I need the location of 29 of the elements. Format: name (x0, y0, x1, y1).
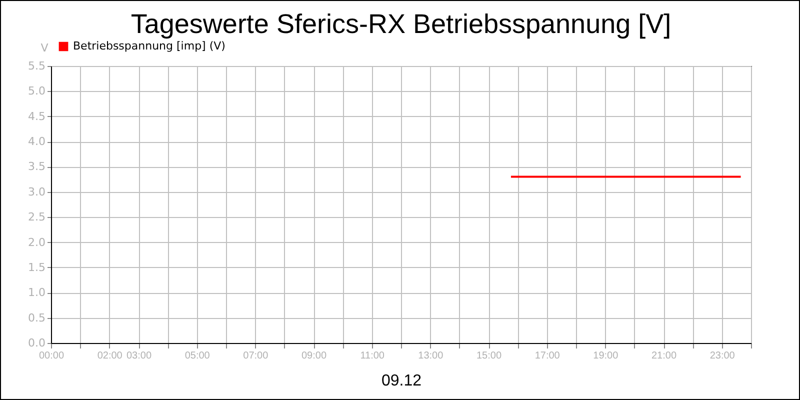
x-tick-label: 19:00 (593, 350, 619, 362)
x-tick-label: 15:00 (476, 350, 502, 362)
x-tick-label: 00:00 (38, 350, 64, 362)
y-tick-label: 4.5 (28, 110, 46, 123)
y-tick-label: 5.5 (28, 60, 46, 72)
y-axis-title: V (40, 42, 49, 54)
x-tick-label: 05:00 (184, 350, 210, 362)
x-tick-label: 13:00 (418, 350, 444, 362)
x-tick-label: 21:00 (651, 350, 677, 362)
x-tick-label: 07:00 (243, 350, 269, 362)
x-tick-label: 11:00 (360, 350, 385, 362)
y-tick-label: 5.0 (28, 84, 46, 98)
x-tick-label: 02:00 (97, 350, 123, 362)
y-tick-label: 3.0 (28, 185, 46, 198)
x-tick-label: 23:00 (710, 350, 736, 362)
y-tick-label: 1.5 (28, 260, 46, 274)
x-axis-title: 09.12 (381, 372, 422, 390)
legend-label: Betriebsspannung [imp] (V) (73, 40, 226, 52)
x-tick-label: 17:00 (534, 350, 560, 362)
y-tick-label: 0.5 (28, 311, 46, 324)
y-tick-label: 2.5 (28, 210, 46, 224)
y-tick-label: 3.5 (28, 160, 46, 174)
chart-title: Tageswerte Sferics-RX Betriebsspannung [V] (130, 9, 672, 39)
y-tick-label: 1.0 (28, 286, 46, 300)
x-tick-label: 03:00 (126, 350, 152, 362)
y-tick-label: 4.0 (28, 135, 46, 148)
x-tick-label: 09:00 (301, 350, 327, 362)
y-tick-label: 0.0 (28, 336, 46, 350)
y-tick-label: 2.0 (28, 236, 46, 249)
